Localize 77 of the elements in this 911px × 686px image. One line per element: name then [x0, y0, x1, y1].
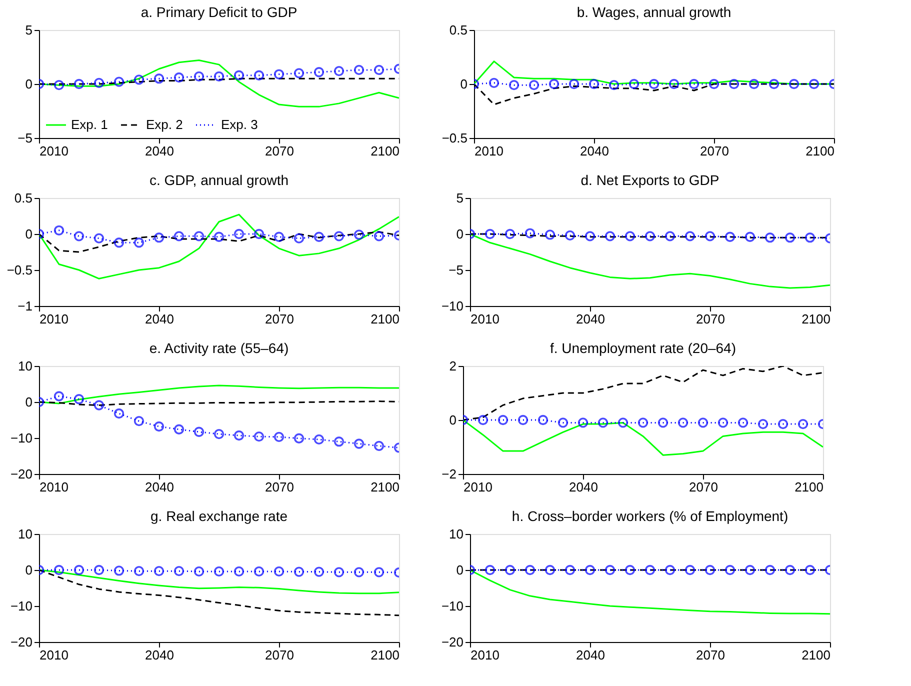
x-tick-label: 2100 — [802, 648, 830, 662]
line-series — [470, 569, 830, 615]
chart-title: f. Unemployment rate (20–64) — [550, 340, 736, 356]
x-tick-label: 2010 — [464, 480, 492, 494]
x-tick-label: 2040 — [576, 312, 605, 326]
x-tick-label: 2100 — [370, 648, 400, 662]
y-tick-label: −20 — [10, 634, 32, 650]
y-tick-label: 5 — [456, 190, 464, 206]
x-tick-label: 2040 — [569, 480, 598, 494]
legend-label: Exp. 1 — [71, 117, 108, 132]
y-tick-label: −20 — [10, 466, 32, 482]
y-tick-label: 0.5 — [14, 190, 32, 206]
y-tick-label: −10 — [10, 430, 32, 446]
y-tick-label: 0 — [456, 226, 464, 242]
y-tick-label: −20 — [441, 634, 464, 650]
line-series — [39, 569, 399, 594]
legend-label: Exp. 3 — [221, 117, 258, 132]
x-tick-label: 2040 — [145, 648, 174, 662]
x-tick-label: 2070 — [696, 648, 725, 662]
x-tick-label: 2040 — [576, 648, 605, 662]
x-tick-label: 2040 — [580, 144, 609, 158]
y-tick-label: 0 — [449, 412, 456, 428]
x-tick-label: 2010 — [40, 144, 68, 158]
y-tick-label: −10 — [441, 598, 464, 614]
x-tick-label: 2040 — [145, 312, 174, 326]
y-tick-label: 0 — [456, 562, 464, 578]
x-tick-label: 2010 — [40, 312, 68, 326]
y-tick-label: −1 — [18, 298, 32, 314]
x-tick-label: 2070 — [265, 480, 294, 494]
chart-title: e. Activity rate (55–64) — [149, 340, 289, 356]
chart-title: a. Primary Deficit to GDP — [140, 4, 298, 20]
x-tick-label: 2070 — [689, 480, 718, 494]
line-series — [463, 419, 823, 456]
x-tick-label: 2040 — [145, 480, 174, 494]
chart-title: g. Real exchange rate — [150, 508, 288, 524]
x-tick-label: 2040 — [145, 144, 174, 158]
y-tick-label: −5 — [448, 262, 464, 278]
y-tick-label: 10 — [449, 526, 464, 542]
x-tick-label: 2100 — [370, 144, 400, 158]
y-tick-label: −0.5 — [442, 130, 468, 146]
y-tick-label: 0 — [25, 562, 32, 578]
legend-label: Exp. 2 — [146, 117, 183, 132]
y-tick-label: −10 — [441, 298, 464, 314]
chart-title: h. Cross–border workers (% of Employment) — [512, 508, 788, 524]
x-tick-label: 2070 — [700, 144, 729, 158]
y-tick-label: 0.5 — [449, 22, 468, 38]
x-tick-label: 2100 — [370, 480, 400, 494]
x-tick-label: 2010 — [40, 648, 68, 662]
y-tick-label: 0 — [25, 76, 32, 92]
y-tick-label: −0.5 — [6, 262, 32, 278]
y-tick-label: 0 — [25, 394, 32, 410]
x-tick-label: 2010 — [474, 144, 504, 158]
x-tick-label: 2070 — [265, 144, 294, 158]
y-tick-label: 5 — [25, 22, 32, 38]
y-tick-label: −2 — [442, 466, 456, 482]
line-series — [470, 233, 830, 289]
x-tick-label: 2100 — [806, 144, 834, 158]
x-tick-label: 2070 — [265, 312, 294, 326]
x-tick-label: 2100 — [794, 480, 824, 494]
x-tick-label: 2010 — [40, 480, 68, 494]
x-tick-label: 2070 — [265, 648, 294, 662]
x-tick-label: 2010 — [470, 648, 500, 662]
chart-title: d. Net Exports to GDP — [580, 172, 720, 188]
y-tick-label: 10 — [18, 526, 32, 542]
y-tick-label: 10 — [18, 358, 32, 374]
y-tick-label: 2 — [449, 358, 456, 374]
line-series — [39, 214, 399, 280]
x-tick-label: 2100 — [370, 312, 400, 326]
chart-title: c. GDP, annual growth — [149, 172, 289, 188]
y-tick-label: −10 — [10, 598, 32, 614]
y-tick-label: 0 — [460, 76, 468, 92]
chart-title: b. Wages, annual growth — [576, 4, 732, 20]
y-tick-label: −5 — [18, 130, 32, 146]
y-tick-label: 0 — [25, 226, 32, 242]
x-tick-label: 2070 — [696, 312, 725, 326]
x-tick-label: 2100 — [802, 312, 830, 326]
x-tick-label: 2010 — [470, 312, 500, 326]
